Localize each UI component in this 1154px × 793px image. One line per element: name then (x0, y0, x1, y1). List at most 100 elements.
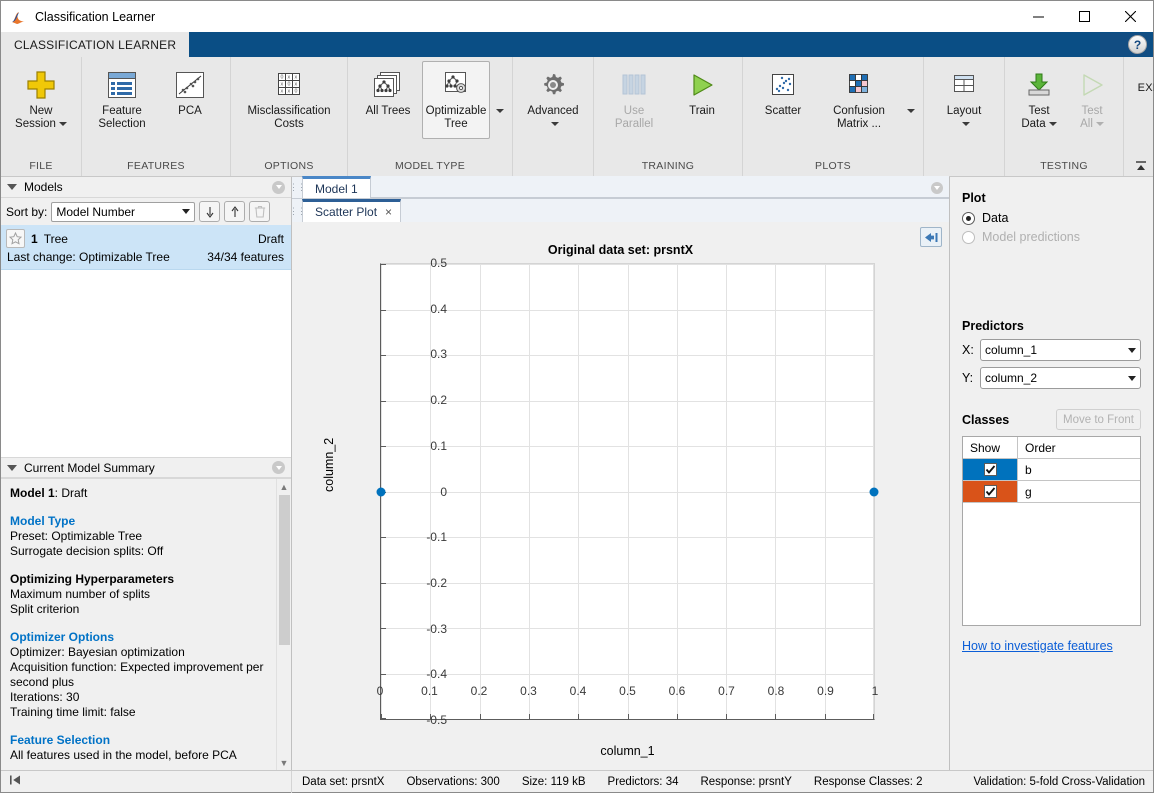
plot-container: Original data set: prsntX (292, 222, 949, 770)
minimize-icon[interactable] (1015, 1, 1061, 32)
export-label: EXPORT (1137, 82, 1154, 94)
status-observations: Observations: 300 (406, 775, 500, 788)
summary-heading-model-type: Model Type (10, 514, 76, 528)
advanced-button[interactable]: Advanced (519, 61, 587, 139)
ribbon-collapse-icon[interactable] (1134, 159, 1148, 173)
sort-descending-button[interactable] (199, 201, 221, 222)
test-data-line1: Test (1028, 105, 1050, 117)
use-parallel-button: Use Parallel (600, 61, 668, 139)
move-to-front-button: Move to Front (1056, 409, 1141, 430)
ribbon-group-title-plots: PLOTS (815, 160, 851, 172)
radio-icon (962, 211, 975, 225)
help-icon[interactable]: ? (1128, 35, 1147, 54)
layout-line1: Layout (946, 105, 982, 117)
status-nav (1, 770, 292, 793)
sort-by-value: Model Number (56, 204, 136, 219)
scroll-down-icon[interactable]: ▼ (279, 757, 289, 768)
scrollbar-thumb[interactable] (278, 495, 290, 645)
svg-text:x: x (287, 75, 290, 81)
how-to-investigate-features-link[interactable]: How to investigate features (962, 639, 1113, 653)
star-icon[interactable] (6, 229, 25, 248)
model-name: Tree (43, 231, 68, 246)
collapse-triangle-icon[interactable] (7, 184, 17, 190)
optimizable-tree-icon (440, 68, 472, 102)
svg-text:x: x (294, 75, 297, 81)
test-data-line2: Data (1021, 118, 1057, 131)
sort-by-select[interactable]: Model Number (51, 201, 196, 222)
predictor-y-select[interactable]: column_2 (980, 367, 1141, 389)
summary-panel-menu-icon[interactable] (272, 461, 285, 474)
table-row[interactable]: b (963, 459, 1140, 481)
plot-axes (376, 263, 879, 720)
close-icon[interactable] (1107, 1, 1153, 32)
checkbox-icon[interactable] (983, 463, 997, 476)
test-all-line1: Test (1081, 105, 1103, 117)
svg-text:0: 0 (294, 89, 297, 95)
summary-heading-feature-selection: Feature Selection (10, 733, 111, 747)
maximize-icon[interactable] (1061, 1, 1107, 32)
class-show-cell[interactable] (963, 459, 1018, 480)
confusion-matrix-line2: Matrix ... (836, 118, 882, 130)
expand-right-icon[interactable] (920, 227, 942, 247)
models-panel-title: Models (24, 180, 63, 194)
summary-text: Model 1: Draft Model Type Preset: Optimi… (1, 479, 276, 770)
ribbon-group-testing: Test Data Test All TESTING (1004, 57, 1123, 176)
status-predictors: Predictors: 34 (607, 775, 679, 788)
plots-gallery-dropdown[interactable] (901, 82, 917, 140)
use-parallel-line2: Parallel (614, 118, 654, 130)
tab-grip-icon[interactable]: ⋮⋮ (289, 205, 306, 216)
predictor-y-label: Y: (962, 371, 974, 385)
document-panel-menu-icon[interactable] (931, 182, 943, 194)
tab-classification-learner[interactable]: CLASSIFICATION LEARNER (1, 32, 190, 57)
new-session-button[interactable]: New Session (7, 61, 75, 139)
x-tick-label: 0.3 (520, 684, 537, 698)
checkbox-icon[interactable] (983, 485, 997, 498)
pca-button[interactable]: PCA (156, 61, 224, 139)
first-step-icon[interactable] (9, 774, 22, 789)
y-tick-label: -0.4 (426, 667, 447, 682)
class-show-cell[interactable] (963, 481, 1018, 502)
optimizable-tree-button[interactable]: Optimizable Tree (422, 61, 490, 139)
scatter-button[interactable]: Scatter (749, 61, 817, 139)
summary-line: Optimizer: Bayesian optimization (10, 645, 185, 659)
ribbon-group-training: Use Parallel Train TRAINING (593, 57, 742, 176)
y-tick-label: 0.1 (430, 438, 447, 453)
test-all-line2: All (1080, 118, 1104, 131)
train-button[interactable]: Train (668, 61, 736, 139)
scatter-icon (769, 68, 797, 102)
scroll-up-icon[interactable]: ▲ (279, 481, 289, 492)
export-button[interactable]: EXPORT (1130, 81, 1154, 131)
y-tick-label: -0.3 (426, 621, 447, 636)
ribbon-group-plots: Scatter Confusion Matrix ... (742, 57, 923, 176)
confusion-matrix-button[interactable]: Confusion Matrix ... (817, 61, 901, 139)
feature-selection-button[interactable]: Feature Selection (88, 61, 156, 139)
svg-text:x: x (280, 89, 283, 95)
tab-model-1[interactable]: Model 1 (302, 176, 371, 198)
tab-grip-icon[interactable]: ⋮⋮ (289, 181, 306, 192)
all-trees-button[interactable]: All Trees (354, 61, 422, 139)
layout-caret (959, 118, 970, 131)
document-tab-bar: ⋮⋮ Model 1 (289, 176, 949, 199)
collapse-triangle-icon[interactable] (7, 464, 17, 471)
predictor-x-select[interactable]: column_1 (980, 339, 1141, 361)
window-controls (1015, 1, 1153, 32)
tab-scatter-plot[interactable]: Scatter Plot × (302, 199, 402, 222)
sort-ascending-button[interactable] (224, 201, 246, 222)
x-tick-label: 0 (376, 684, 384, 698)
table-row[interactable]: g (963, 481, 1140, 503)
list-item[interactable]: 1 Tree Draft Last change: Optimizable Tr… (1, 225, 291, 270)
radio-plot-data[interactable]: Data (962, 211, 1141, 225)
layout-button[interactable]: Layout (930, 61, 998, 139)
x-axis-label: column_1 (600, 744, 655, 758)
model-type-gallery-dropdown[interactable] (490, 82, 506, 140)
y-tick-label: 0.2 (430, 393, 447, 408)
summary-scrollbar[interactable]: ▲ ▼ (276, 479, 291, 770)
test-data-button[interactable]: Test Data (1011, 61, 1067, 139)
summary-line: Preset: Optimizable Tree (10, 529, 143, 543)
close-icon[interactable]: × (385, 205, 393, 219)
models-panel-menu-icon[interactable] (272, 180, 285, 194)
test-all-button: Test All (1067, 61, 1117, 139)
